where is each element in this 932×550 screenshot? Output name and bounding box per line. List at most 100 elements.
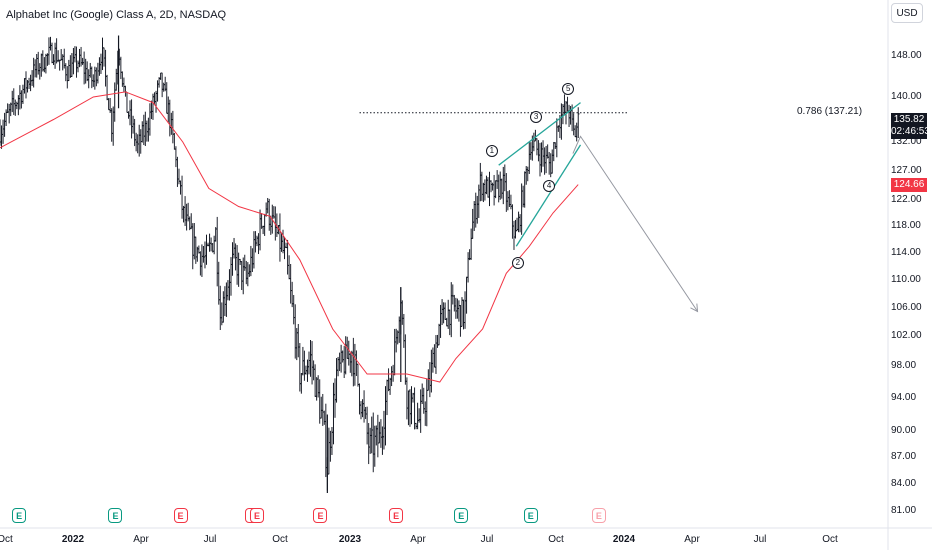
price-tick-label: 98.00	[891, 360, 917, 371]
price-bar	[550, 149, 554, 174]
price-bar	[140, 121, 144, 143]
price-bar	[355, 350, 358, 377]
price-bar	[434, 335, 438, 374]
price-bar	[543, 147, 546, 175]
price-bar	[222, 291, 225, 323]
earnings-event-icon[interactable]: E	[389, 508, 404, 523]
price-bar	[402, 313, 406, 348]
price-bar	[523, 171, 526, 208]
price-bar	[475, 195, 479, 224]
price-bar	[544, 145, 548, 174]
price-bar	[82, 51, 86, 85]
price-bar	[246, 262, 250, 287]
price-bar	[292, 295, 296, 325]
last-price: 135.82	[893, 114, 925, 125]
price-bar	[182, 205, 185, 223]
price-tick-label: 127.00	[891, 165, 922, 176]
price-bar	[352, 337, 355, 387]
earnings-event-icon[interactable]: E	[591, 508, 606, 523]
price-bar	[445, 317, 448, 327]
price-bar	[319, 396, 323, 419]
price-bar	[329, 430, 332, 462]
price-bar	[524, 166, 528, 185]
time-tick-label: Oct	[548, 534, 564, 545]
price-bar	[442, 302, 445, 324]
price-bar	[144, 111, 147, 147]
price-bar	[231, 242, 234, 276]
price-bar	[257, 233, 260, 255]
time-tick-label: Oct	[0, 534, 13, 545]
wedge-lower-line	[515, 144, 582, 247]
price-bar	[125, 91, 129, 113]
price-bar	[417, 408, 421, 423]
price-bar	[446, 299, 450, 329]
price-bar	[457, 300, 461, 322]
price-bar	[87, 69, 91, 89]
price-bar	[373, 425, 377, 467]
price-bar	[29, 74, 32, 92]
price-bar	[286, 239, 289, 275]
price-bar	[509, 194, 513, 210]
price-bar	[147, 117, 150, 142]
price-bar	[266, 197, 270, 214]
price-bar	[540, 142, 543, 173]
price-bar	[361, 399, 364, 418]
price-bar	[552, 141, 556, 162]
price-bar	[81, 57, 84, 65]
price-tick-label: 87.00	[891, 451, 917, 462]
earnings-event-icon[interactable]: E	[173, 508, 188, 523]
price-bar	[358, 383, 361, 415]
price-bar	[425, 378, 429, 427]
price-bar	[440, 299, 444, 325]
price-bar	[384, 386, 387, 446]
price-bar	[174, 146, 178, 168]
price-bar	[137, 124, 141, 157]
price-bar	[576, 107, 580, 139]
price-bar	[485, 175, 488, 195]
price-bar	[474, 192, 478, 228]
price-bar	[379, 419, 383, 448]
price-bar	[92, 74, 95, 87]
price-bar	[492, 174, 496, 206]
earnings-event-icon[interactable]: E	[249, 508, 264, 523]
price-bar	[511, 204, 514, 239]
price-tick-label: 140.00	[891, 91, 922, 102]
price-bar	[342, 345, 346, 379]
price-bar	[280, 233, 283, 252]
price-bar	[15, 101, 19, 110]
price-bar	[124, 85, 127, 97]
price-bar	[176, 156, 179, 187]
earnings-event-icon[interactable]: E	[313, 508, 328, 523]
price-bar	[332, 382, 335, 445]
price-bar	[107, 98, 110, 111]
price-bar	[385, 379, 389, 416]
price-bar	[514, 219, 517, 239]
price-bar	[515, 217, 519, 232]
earnings-event-icon[interactable]: E	[108, 508, 123, 523]
time-tick-label: 2022	[61, 534, 85, 545]
price-tick-label: 106.00	[891, 302, 922, 313]
price-bar	[378, 421, 381, 444]
price-bar	[105, 74, 109, 101]
price-bar	[486, 177, 490, 198]
price-bar	[572, 113, 575, 136]
price-bar	[4, 109, 8, 126]
price-bar	[567, 104, 571, 127]
earnings-event-icon[interactable]: E	[12, 508, 27, 523]
earnings-event-icon[interactable]: E	[523, 508, 538, 523]
price-bar	[368, 427, 372, 454]
price-bar	[349, 353, 352, 373]
price-bar	[7, 103, 11, 124]
price-bar	[315, 377, 318, 401]
currency-button[interactable]: USD	[891, 3, 923, 23]
price-bar	[575, 122, 579, 142]
price-bar	[241, 257, 245, 295]
price-bar	[59, 49, 63, 61]
fib-level-label: 0.786 (137.21)	[797, 106, 863, 117]
price-bar	[131, 115, 135, 134]
price-bar	[10, 90, 14, 113]
earnings-event-icon[interactable]: E	[454, 508, 469, 523]
price-bar	[200, 244, 204, 277]
price-bar	[243, 254, 247, 271]
